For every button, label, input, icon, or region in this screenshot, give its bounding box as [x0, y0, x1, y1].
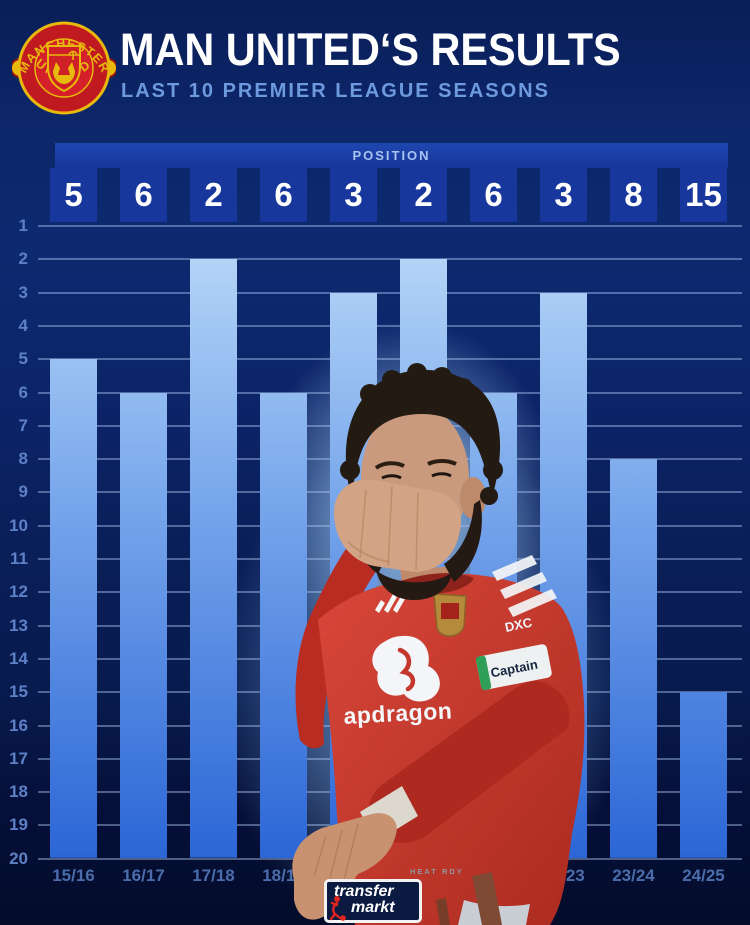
grid-line	[38, 324, 742, 327]
jersey-heat-text: HEAT RDY	[410, 867, 464, 876]
axis-tick-label: 3	[18, 282, 28, 302]
position-value: 5	[64, 176, 83, 213]
transfermarkt-logo-line1: transfer	[334, 883, 394, 900]
axis-tick-label: 10	[9, 515, 28, 535]
axis-tick-label: 5	[18, 349, 28, 369]
position-column-band	[190, 168, 237, 222]
player-hand-low	[292, 813, 397, 920]
axis-tick-label: 9	[18, 482, 28, 502]
man-united-crest: MANCHESTER UNITED	[12, 21, 116, 115]
axis-tick-label: 13	[9, 615, 28, 635]
crest-trident	[68, 50, 78, 60]
position-value: 6	[274, 176, 293, 213]
strap-small	[436, 898, 450, 925]
jersey-crest	[433, 593, 467, 637]
axis-tick-label: 20	[9, 848, 28, 868]
player-hand-over-mouth	[334, 479, 462, 572]
position-column-band	[120, 168, 167, 222]
axis-tick-label: 4	[18, 315, 28, 335]
position-column-band	[260, 168, 307, 222]
position-value: 2	[414, 176, 433, 213]
axis-tick-label: 2	[18, 249, 28, 269]
jersey-sponsor-text: apdragon	[343, 697, 453, 729]
position-value: 3	[554, 176, 573, 213]
position-column-band	[540, 168, 587, 222]
position-value: 6	[134, 176, 153, 213]
result-bar	[610, 459, 657, 858]
position-column-band	[680, 168, 727, 222]
axis-tick-label: 18	[9, 782, 28, 802]
position-column-band	[330, 168, 377, 222]
season-label: 23/24	[612, 866, 655, 885]
position-column-band	[610, 168, 657, 222]
axis-tick-label: 1	[18, 216, 28, 235]
page-title: MAN UNITED‘S RESULTS	[120, 24, 621, 75]
player-forearm	[368, 681, 570, 843]
position-value: 6	[484, 176, 503, 213]
position-value: 15	[685, 176, 722, 213]
axis-tick-label: 7	[18, 415, 28, 435]
grid-line	[38, 258, 742, 261]
result-bar	[190, 259, 237, 858]
result-bar	[50, 359, 97, 858]
position-value: 8	[624, 176, 643, 213]
grid-line	[38, 291, 742, 294]
player-photo: DXC Captain apdragon	[292, 363, 585, 925]
season-label: 15/16	[52, 866, 95, 885]
axis-tick-label: 16	[9, 715, 28, 735]
player-raised-sleeve	[295, 528, 398, 749]
transfermarkt-logo-line2: markt	[351, 899, 395, 916]
season-label: 17/18	[192, 866, 235, 885]
captain-armband: Captain	[475, 644, 552, 691]
position-header-bar: POSITION	[55, 143, 728, 168]
position-header-label: POSITION	[352, 148, 431, 163]
snapdragon-logo-icon	[372, 635, 440, 702]
grid-line	[38, 225, 742, 227]
result-bar	[680, 692, 727, 858]
transfermarkt-logo: transfer markt	[324, 879, 422, 923]
axis-tick-label: 11	[10, 549, 28, 568]
season-label: 16/17	[122, 866, 165, 885]
axis-tick-label: 17	[9, 748, 28, 768]
crest-devil	[53, 62, 75, 84]
season-label: 24/25	[682, 866, 725, 885]
axis-tick-label: 12	[9, 582, 28, 602]
axis-tick-label: 15	[9, 682, 28, 702]
grid-line	[38, 358, 742, 361]
axis-tick-label: 14	[9, 648, 28, 668]
page-subtitle: LAST 10 PREMIER LEAGUE SEASONS	[121, 80, 550, 102]
position-column-band	[470, 168, 517, 222]
position-column-band	[400, 168, 447, 222]
strap	[472, 872, 502, 925]
result-bar	[260, 392, 307, 858]
axis-tick-label: 8	[18, 449, 28, 469]
sleeve-sponsor-text: DXC	[504, 614, 535, 635]
axis-tick-label: 6	[18, 382, 28, 402]
axis-tick-label: 19	[9, 815, 28, 835]
transfermarkt-figure-icon	[329, 896, 346, 921]
adidas-shoulder-stripes	[492, 555, 557, 617]
position-value: 3	[344, 176, 363, 213]
position-value: 2	[204, 176, 223, 213]
result-bar	[120, 392, 167, 858]
position-column-band	[50, 168, 97, 222]
